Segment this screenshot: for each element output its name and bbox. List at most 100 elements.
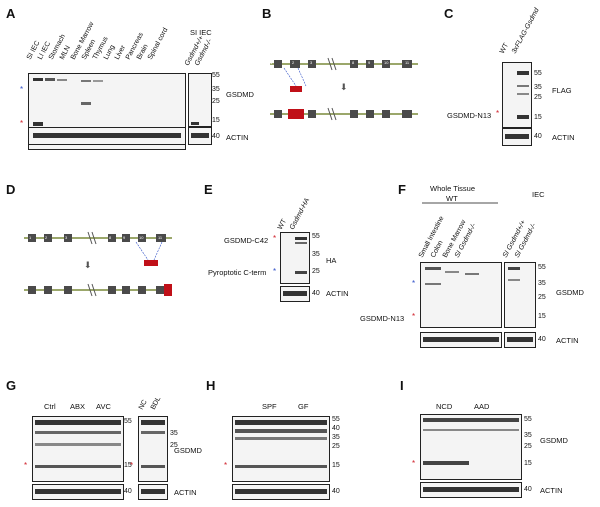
gene-diagram-d: ⬇: [24, 231, 172, 297]
blot-g-actin-right: [138, 484, 168, 500]
lane-label: Spinal cord: [146, 26, 170, 61]
blot-f-right: [504, 262, 536, 328]
lane-label: Gsdmd-HA: [288, 197, 312, 231]
exon-label: 9: [123, 235, 126, 240]
lane-label: 3xFLAG-Gsdmd: [510, 7, 541, 55]
exon-label: 1: [29, 235, 32, 240]
blot-g-right: [138, 416, 168, 482]
protein-label: HA: [326, 256, 337, 265]
blue-asterisk: *: [273, 267, 277, 276]
panel-label-d: D: [6, 182, 16, 197]
protein-label: GSDMD: [556, 288, 584, 297]
marker: 55: [124, 418, 132, 425]
group-sub-label: WT: [446, 194, 458, 203]
panel-label-h: H: [206, 378, 216, 393]
blot-h: [232, 416, 330, 482]
marker: 55: [534, 70, 542, 77]
svg-text:⬇: ⬇: [340, 82, 348, 92]
red-asterisk: *: [412, 459, 416, 468]
panel-label-f: F: [398, 182, 406, 197]
group-label: SPF: [262, 402, 277, 411]
loading-label: ACTIN: [556, 336, 579, 345]
panel-label-g: G: [6, 378, 17, 393]
band-label: Pyroptotic C-term: [208, 268, 267, 277]
svg-text:⬇: ⬇: [84, 260, 92, 270]
exon-label: 11: [405, 60, 410, 65]
marker: 40: [124, 488, 132, 495]
exon-label: 2: [45, 235, 48, 240]
marker: 15: [124, 462, 132, 469]
marker: 35: [312, 251, 320, 258]
blot-a-actin: [28, 127, 186, 145]
panel-label-b: B: [262, 6, 272, 21]
red-asterisk: *: [496, 109, 500, 118]
panel-label-a: A: [6, 6, 16, 21]
marker: 25: [170, 442, 178, 449]
exon-label: 9: [368, 60, 371, 65]
marker: 55: [524, 416, 532, 423]
marker: 25: [312, 268, 320, 275]
marker: 15: [332, 462, 340, 469]
exon-label: 8: [109, 235, 112, 240]
blot-g-actin-left: [32, 484, 124, 500]
blot-c-flag: [502, 62, 532, 128]
blot-i-actin: [420, 482, 522, 498]
marker: 55: [332, 416, 340, 423]
blot-i: [420, 414, 522, 480]
marker: 35: [534, 84, 542, 91]
marker: 55: [212, 72, 220, 79]
blot-e-ha: [280, 232, 310, 284]
protein-label: FLAG: [552, 86, 572, 95]
protein-label: GSDMD: [226, 90, 254, 99]
lane-label: NC: [137, 398, 149, 411]
loading-label: ACTIN: [326, 289, 349, 298]
blue-asterisk: *: [412, 279, 416, 288]
exon-label: 8: [352, 60, 355, 65]
panel-label-e: E: [204, 182, 213, 197]
marker: 35: [332, 434, 340, 441]
marker: 15: [212, 117, 220, 124]
exon-label: 3: [65, 235, 68, 240]
panel-label-c: C: [444, 6, 454, 21]
blot-c-actin: [502, 128, 532, 146]
red-asterisk: *: [224, 461, 228, 470]
marker: 35: [524, 432, 532, 439]
lane-label: WT: [498, 42, 511, 55]
blot-a-right-actin: [188, 127, 212, 145]
marker: 40: [312, 290, 320, 297]
marker: 15: [538, 313, 546, 320]
marker: 40: [534, 133, 542, 140]
marker: 55: [538, 264, 546, 271]
lane-label: BDL: [149, 395, 163, 411]
marker: 40: [524, 486, 532, 493]
exon-label: 2: [292, 60, 295, 65]
loading-label: ACTIN: [226, 133, 249, 142]
marker: 25: [332, 443, 340, 450]
marker: 40: [538, 336, 546, 343]
exon-label: 10: [139, 235, 144, 240]
blot-f-left: [420, 262, 502, 328]
band-label: GSDMD-C42: [224, 236, 269, 245]
red-asterisk: *: [273, 234, 277, 243]
group-label: IEC: [532, 190, 545, 199]
group-label: Whole Tissue: [430, 184, 476, 193]
red-asterisk: *: [20, 119, 24, 128]
blot-f-actin-right: [504, 332, 536, 348]
exon-label: 3: [310, 60, 313, 65]
group-line: [422, 202, 498, 204]
marker: 25: [212, 98, 220, 105]
loading-label: ACTIN: [540, 486, 563, 495]
group-label: Ctrl: [44, 402, 56, 411]
marker: 55: [312, 233, 320, 240]
blot-g-left: [32, 416, 124, 482]
blot-a-right: [188, 73, 212, 127]
exon-label: 1: [270, 60, 273, 65]
marker: 40: [332, 425, 340, 432]
marker: 35: [170, 430, 178, 437]
marker: 15: [534, 114, 542, 121]
blot-f-actin-left: [420, 332, 502, 348]
marker: 35: [538, 280, 546, 287]
marker: 40: [212, 133, 220, 140]
marker: 25: [534, 94, 542, 101]
band-label: GSDMD-N13: [447, 111, 492, 120]
